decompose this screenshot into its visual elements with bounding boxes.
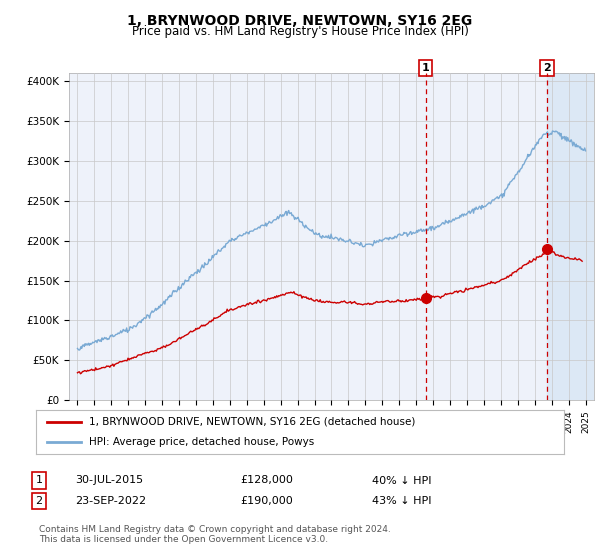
Text: Contains HM Land Registry data © Crown copyright and database right 2024.
This d: Contains HM Land Registry data © Crown c…	[39, 525, 391, 544]
Text: 1: 1	[422, 63, 430, 73]
Text: 1, BRYNWOOD DRIVE, NEWTOWN, SY16 2EG (detached house): 1, BRYNWOOD DRIVE, NEWTOWN, SY16 2EG (de…	[89, 417, 415, 427]
Text: £128,000: £128,000	[240, 475, 293, 486]
Text: 1: 1	[35, 475, 43, 486]
Text: 23-SEP-2022: 23-SEP-2022	[75, 496, 146, 506]
Bar	[547, 73, 594, 400]
Text: HPI: Average price, detached house, Powys: HPI: Average price, detached house, Powy…	[89, 437, 314, 447]
Text: £190,000: £190,000	[240, 496, 293, 506]
Text: 2: 2	[35, 496, 43, 506]
Text: 43% ↓ HPI: 43% ↓ HPI	[372, 496, 431, 506]
Text: 1, BRYNWOOD DRIVE, NEWTOWN, SY16 2EG: 1, BRYNWOOD DRIVE, NEWTOWN, SY16 2EG	[127, 14, 473, 28]
Text: 30-JUL-2015: 30-JUL-2015	[75, 475, 143, 486]
Text: Price paid vs. HM Land Registry's House Price Index (HPI): Price paid vs. HM Land Registry's House …	[131, 25, 469, 38]
Text: 2: 2	[543, 63, 551, 73]
Text: 40% ↓ HPI: 40% ↓ HPI	[372, 475, 431, 486]
